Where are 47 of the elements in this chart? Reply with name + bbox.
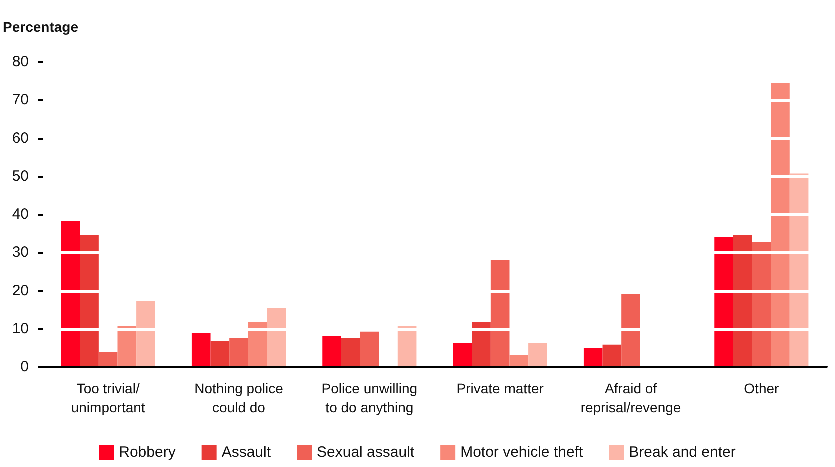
bar (733, 235, 752, 367)
bar (771, 82, 790, 367)
bar (490, 260, 510, 367)
legend-label: Break and enter (629, 444, 736, 461)
legend-label: Sexual assault (317, 444, 416, 461)
legend-label: Motor vehicle theft (460, 444, 584, 461)
bar (602, 344, 622, 367)
bar (192, 333, 211, 367)
y-tick-label: 20 (12, 282, 29, 300)
y-tick-label: 10 (12, 320, 29, 338)
bar (510, 355, 529, 367)
y-tick-label: 40 (12, 206, 29, 223)
x-tick-label: Police unwilling to do anything (322, 380, 418, 416)
y-tick-label: 80 (12, 54, 29, 70)
bar (267, 308, 286, 367)
bar (230, 338, 248, 367)
y-tick-label: 70 (12, 92, 29, 109)
bar (341, 338, 360, 367)
bar (210, 341, 230, 367)
bar (118, 326, 137, 367)
bar (472, 322, 491, 367)
bar (136, 301, 156, 367)
bar (80, 235, 99, 367)
x-tick-label: Nothing police could do (194, 380, 284, 416)
bar (752, 242, 772, 367)
bar (322, 336, 342, 367)
x-tick-label: Private matter (456, 380, 544, 396)
bar (790, 174, 809, 367)
y-tick-label: 50 (12, 168, 29, 185)
x-tick-label: Other (744, 380, 780, 396)
bar (584, 348, 603, 367)
y-axis-title: Percentage (3, 19, 79, 35)
y-tick-label: 60 (12, 130, 29, 147)
legend-label: Robbery (119, 444, 176, 461)
bar (61, 221, 80, 367)
bar (622, 294, 640, 367)
y-tick-label: 0 (20, 358, 29, 376)
bar (453, 342, 472, 367)
bar (98, 352, 118, 367)
x-tick-label: Too trivial/ unimportant (71, 380, 146, 416)
bar (714, 237, 734, 367)
y-tick-label: 30 (12, 244, 29, 262)
bar (528, 342, 548, 367)
bar (248, 322, 268, 367)
bar (360, 332, 380, 367)
x-tick-label: Afraid of reprisal/revenge (580, 380, 682, 416)
legend-label: Assault (222, 444, 272, 461)
